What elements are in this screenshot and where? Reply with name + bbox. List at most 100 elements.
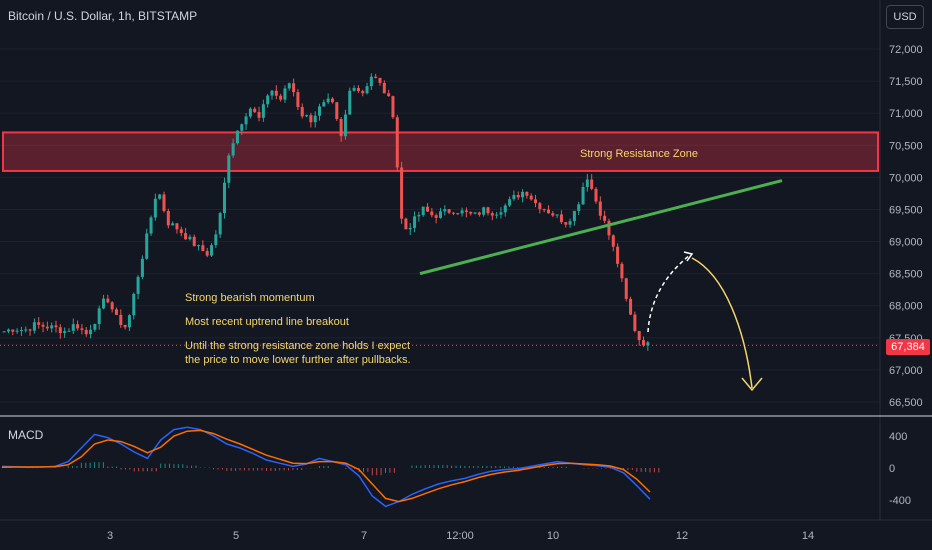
candle-body: [192, 236, 196, 247]
candle-body: [222, 182, 226, 214]
decline-arrowhead: [741, 377, 763, 392]
pullback-arrowhead: [683, 251, 694, 262]
candle-body: [270, 90, 274, 96]
candle-body: [149, 217, 153, 234]
candle-body: [590, 179, 594, 189]
candle-body: [140, 258, 144, 277]
signal-line: [1, 429, 651, 503]
candle-body: [32, 322, 36, 331]
candle-body: [227, 155, 231, 183]
candle-body: [607, 220, 611, 236]
time-tick-label: 12:00: [446, 530, 474, 542]
candle-body: [603, 215, 607, 221]
candle-body: [637, 330, 641, 341]
candle-body: [538, 203, 542, 210]
candle-body: [2, 331, 6, 333]
candle-body: [76, 324, 80, 329]
candle-body: [495, 214, 499, 216]
candle-body: [50, 325, 54, 329]
candle-body: [300, 107, 304, 117]
candle-body: [205, 251, 209, 256]
candle-body: [546, 209, 550, 214]
candle-body: [629, 298, 633, 315]
candle-body: [287, 83, 291, 89]
candle-body: [136, 276, 140, 294]
macd-line: [1, 426, 651, 508]
resistance-zone: [2, 131, 879, 172]
candle-body: [508, 199, 512, 206]
price-tick-label: 68,500: [889, 269, 923, 281]
time-tick-label: 7: [361, 530, 367, 542]
candle-body: [365, 86, 369, 94]
candle-body: [525, 191, 529, 196]
macd-indicator-label[interactable]: MACD: [8, 428, 44, 442]
candle-body: [473, 212, 477, 214]
candle-body: [318, 106, 322, 116]
candle-body: [63, 331, 67, 334]
candle-body: [572, 210, 576, 222]
candle-body: [322, 102, 326, 107]
candle-body: [387, 93, 391, 97]
candle-body: [503, 205, 507, 213]
candle-body: [434, 215, 438, 218]
candle-body: [395, 117, 399, 168]
candle-body: [469, 211, 473, 214]
candle-body: [106, 298, 110, 303]
candle-body: [382, 82, 386, 94]
candle-body: [114, 309, 118, 315]
candle-body: [257, 112, 261, 118]
candle-body: [374, 76, 378, 78]
candle-body: [408, 227, 412, 230]
annotation-bearish-momentum: Strong bearish momentum: [185, 292, 315, 304]
candle-body: [201, 245, 205, 252]
symbol-title: Bitcoin / U.S. Dollar, 1h, BITSTAMP: [8, 9, 198, 23]
candle-body: [430, 211, 434, 216]
candle-body: [171, 223, 175, 226]
candle-body: [253, 108, 257, 113]
price-tick-label: 69,000: [889, 237, 923, 249]
candle-body: [305, 115, 309, 117]
candle-body: [67, 330, 71, 332]
candle-body: [235, 130, 239, 144]
candle-body: [292, 83, 296, 93]
price-tick-label: 71,500: [889, 76, 923, 88]
macd-tick-label: 0: [889, 463, 895, 475]
price-tick-label: 67,000: [889, 365, 923, 377]
candle-body: [28, 329, 32, 331]
candle-body: [37, 322, 41, 325]
candle-body: [611, 235, 615, 247]
price-tick-label: 70,500: [889, 140, 923, 152]
candle-body: [145, 233, 149, 259]
candle-body: [616, 246, 620, 264]
price-tick-label: 69,500: [889, 204, 923, 216]
price-tick-label: 66,500: [889, 397, 923, 409]
candle-body: [542, 209, 546, 211]
candle-body: [413, 216, 417, 228]
candle-body: [443, 209, 447, 212]
candle-body: [274, 90, 278, 96]
candle-body: [447, 209, 451, 213]
decline-projection-arrow: [691, 257, 753, 389]
candle-body: [521, 191, 525, 198]
candle-body: [58, 327, 62, 334]
candle-body: [490, 213, 494, 216]
candle-body: [54, 325, 58, 328]
currency-button[interactable]: USD: [886, 5, 924, 29]
last-price-tag: 67,384: [886, 339, 930, 355]
candle-body: [624, 278, 628, 299]
candle-body: [309, 115, 313, 123]
candle-body: [279, 95, 283, 100]
candle-body: [162, 194, 166, 212]
candle-body: [512, 195, 516, 200]
candle-body: [330, 98, 334, 103]
price-tick-label: 70,000: [889, 172, 923, 184]
candle-body: [564, 222, 568, 225]
candle-body: [84, 329, 88, 335]
candle-body: [197, 245, 201, 247]
candle-body: [577, 204, 581, 211]
candle-body: [499, 212, 503, 215]
annotation-uptrend-breakout: Most recent uptrend line breakout: [185, 316, 349, 328]
candle-body: [102, 298, 106, 309]
candle-body: [551, 213, 555, 216]
